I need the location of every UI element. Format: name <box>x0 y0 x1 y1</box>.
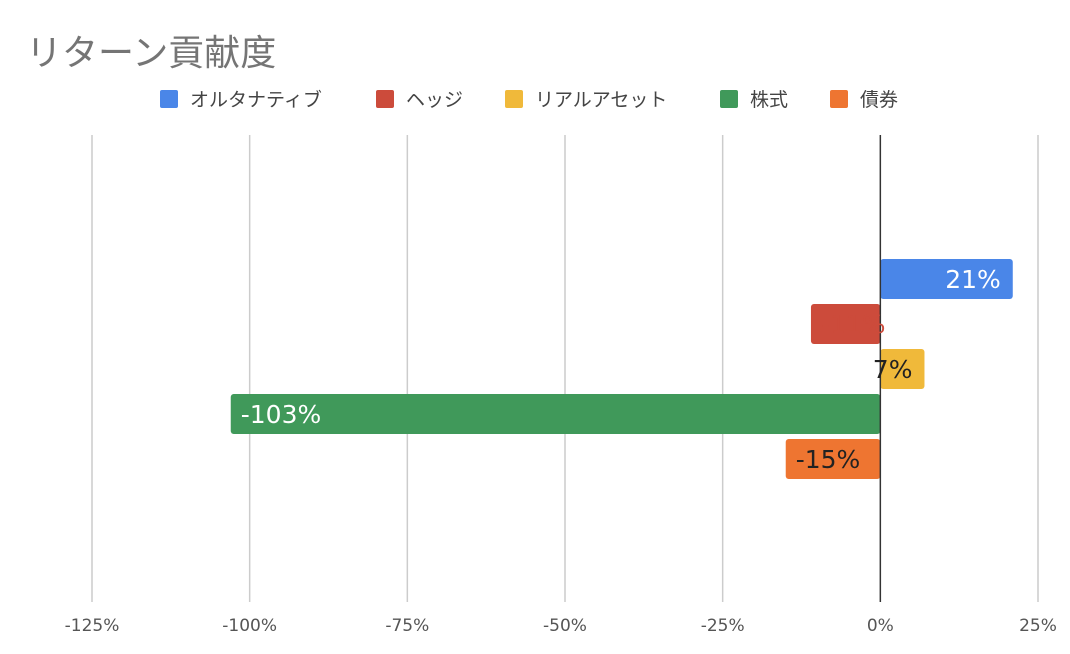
x-tick-label: -75% <box>385 616 429 636</box>
gridlines <box>91 135 1039 602</box>
legend-label: リアルアセット <box>535 89 667 111</box>
bar-data-label: -11% <box>821 310 886 339</box>
legend-label: 株式 <box>750 89 788 111</box>
legend-label: ヘッジ <box>406 89 463 111</box>
bar <box>880 349 925 389</box>
legend-label: オルタナティブ <box>190 88 322 111</box>
legend-label: 債券 <box>860 89 898 111</box>
bar-data-label: 7% <box>873 355 913 384</box>
legend-item: オルタナティブ <box>160 88 322 111</box>
legend-item: 株式 <box>720 89 788 111</box>
bar <box>230 394 881 434</box>
legend-item: ヘッジ <box>376 89 463 111</box>
x-tick-label: 25% <box>1019 616 1057 636</box>
bar-labels: 21% -11% 7% -103% -15% <box>241 265 1001 474</box>
bar <box>810 304 881 344</box>
legend-item: 債券 <box>830 89 898 111</box>
legend-swatch <box>376 90 394 108</box>
legend: オルタナティブ ヘッジ リアルアセット 株式 債券 <box>160 88 898 111</box>
x-tick-label: -100% <box>222 616 277 636</box>
x-axis-ticks: -125% -100% -75% -50% -25% 0% 25% <box>65 616 1057 636</box>
legend-swatch <box>720 90 738 108</box>
bar-data-label: -15% <box>796 445 861 474</box>
legend-swatch <box>505 90 523 108</box>
x-tick-label: 0% <box>867 616 894 636</box>
legend-swatch <box>160 90 178 108</box>
legend-item: リアルアセット <box>505 89 667 111</box>
bars <box>230 259 1013 479</box>
bar <box>880 259 1013 299</box>
x-tick-label: -25% <box>701 616 745 636</box>
bar-data-label: 21% <box>945 265 1001 294</box>
bar-data-label: -103% <box>241 400 322 429</box>
bar <box>785 439 881 479</box>
x-tick-label: -125% <box>65 616 120 636</box>
chart-title: リターン貢献度 <box>26 33 277 74</box>
legend-swatch <box>830 90 848 108</box>
x-tick-label: -50% <box>543 616 587 636</box>
